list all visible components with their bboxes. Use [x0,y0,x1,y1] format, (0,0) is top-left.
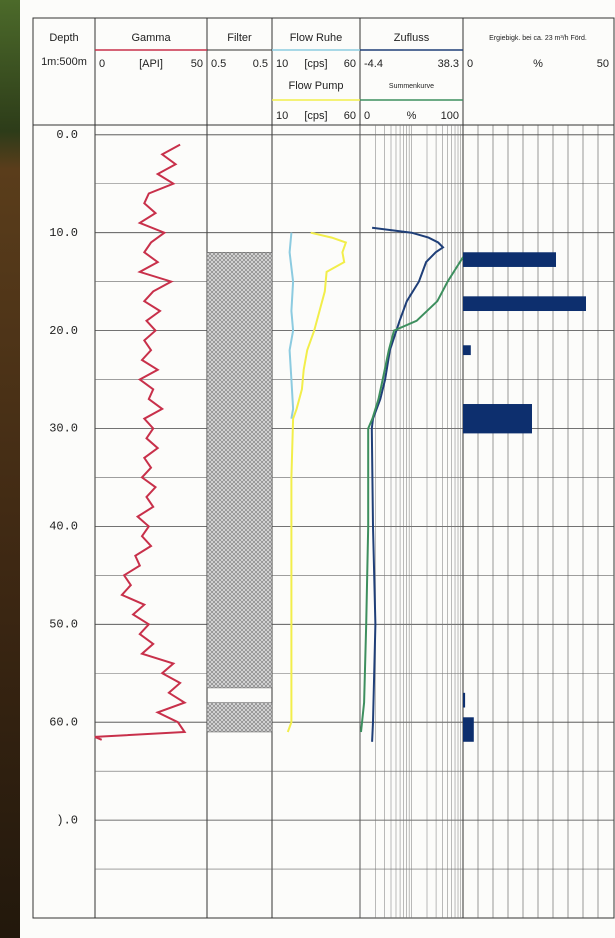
depth-scale: 1m:500m [41,56,87,68]
track-title: Ergiebigk. bei ca. 23 m³/h Förd. [489,35,587,42]
depth-label: 10.0 [49,226,78,240]
background-photo [0,0,20,938]
filter-interval [207,252,272,688]
bar [463,693,465,708]
scale-unit: % [407,110,417,122]
bar [463,345,471,355]
track-title: Flow Pump [288,80,343,92]
track-title: Filter [227,32,252,44]
scale-min: 10 [276,58,288,70]
scale-max: 50 [597,58,609,70]
track-title: Gamma [131,32,171,44]
track-title: Flow Ruhe [290,32,343,44]
depth-title: Depth [49,32,78,44]
bar [463,252,556,267]
page: {"chart_data":{"type":"well-log","depth_… [0,0,615,938]
scale-unit: [cps] [304,58,327,70]
scale-min: 0 [99,58,105,70]
scale-max: 0.5 [253,58,268,70]
scale-max: 100 [441,110,459,122]
bar [463,296,586,311]
track-title: Zufluss [394,32,430,44]
scale-max: 50 [191,58,203,70]
scale-unit: [cps] [304,110,327,122]
scale-min: 10 [276,110,288,122]
scale-max: 60 [344,58,356,70]
filter-interval [207,703,272,732]
depth-label: 40.0 [49,520,78,534]
paper [20,0,615,938]
scale-min: -4.4 [364,58,383,70]
depth-label: 30.0 [49,422,78,436]
scale-min: 0.5 [211,58,226,70]
scale-unit: % [533,58,543,70]
track-title: Summenkurve [389,83,434,90]
scale-max: 60 [344,110,356,122]
depth-label: ).0 [56,813,78,827]
depth-label: 60.0 [49,715,78,729]
scale-unit: [API] [139,58,163,70]
bar [463,717,474,741]
scale-min: 0 [467,58,473,70]
depth-label: 0.0 [56,128,78,142]
bar [463,404,532,433]
depth-label: 20.0 [49,324,78,338]
depth-label: 50.0 [49,617,78,631]
scale-max: 38.3 [438,58,459,70]
scale-min: 0 [364,110,370,122]
chart: Depth 1m:500m 0.0 10.0 20.0 30.0 40.0 50.0 60.… [0,0,615,938]
